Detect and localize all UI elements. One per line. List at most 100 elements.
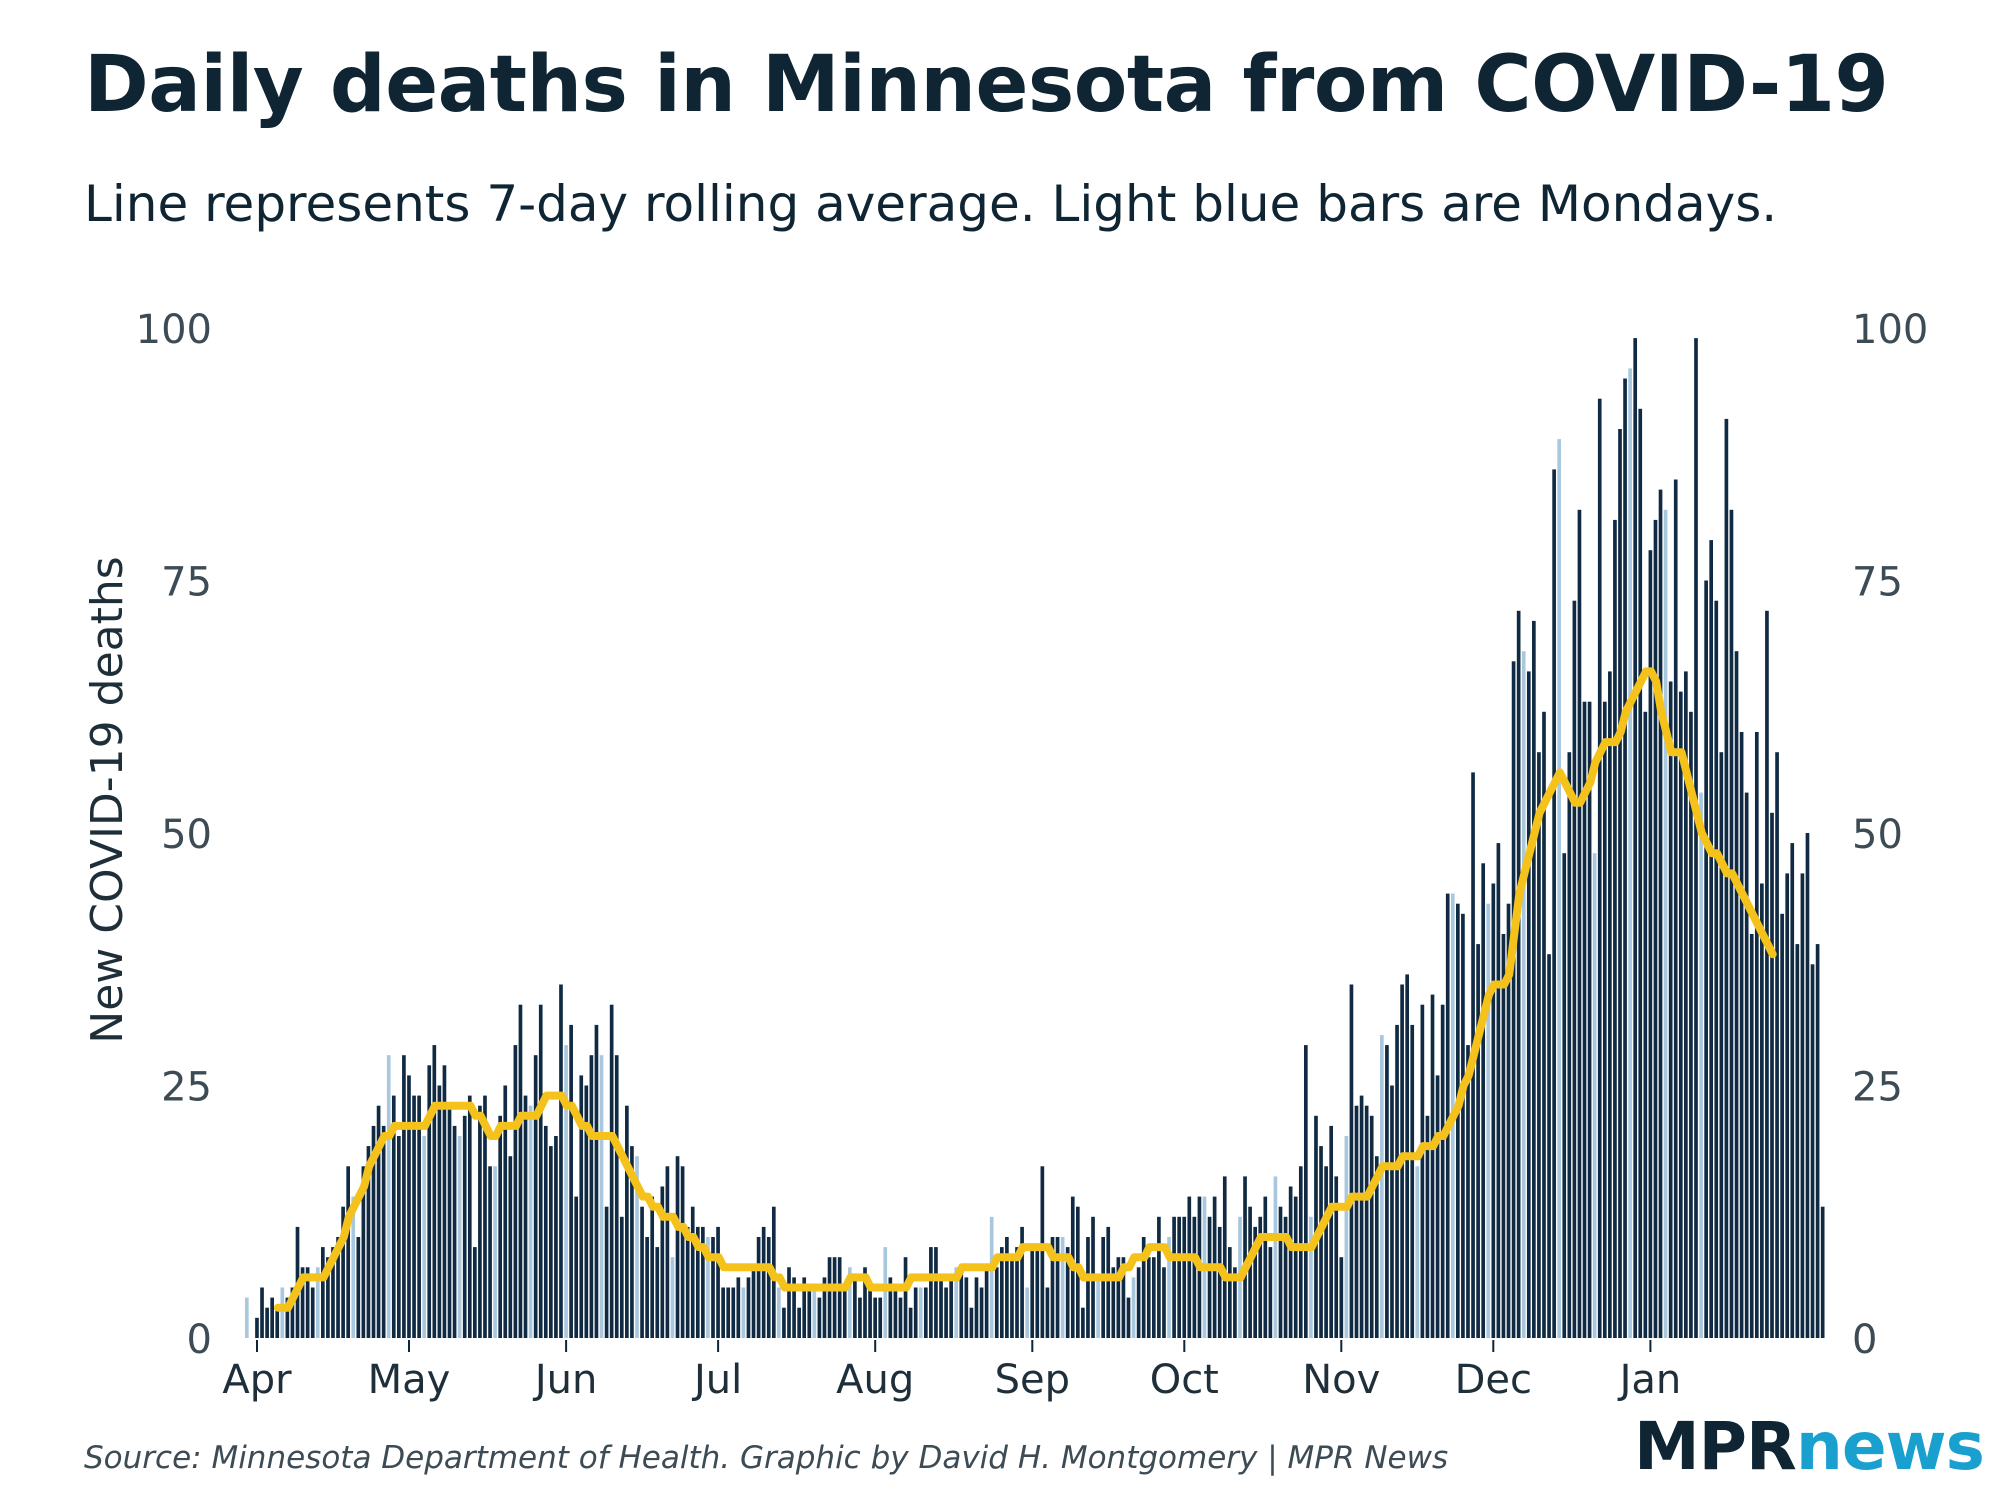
chart-subtitle: Line represents 7-day rolling average. L…: [84, 175, 1778, 233]
bar-daily: [832, 1257, 837, 1338]
y-tick-label-right: 50: [1852, 812, 1903, 858]
bar-daily: [331, 1247, 335, 1338]
bar-daily: [549, 1146, 553, 1338]
bar-monday: [812, 1287, 817, 1338]
bar-daily: [944, 1287, 948, 1338]
bar-daily: [1106, 1226, 1111, 1338]
bar-daily: [675, 1156, 680, 1338]
bar-daily: [1537, 752, 1541, 1338]
bar-daily: [483, 1095, 487, 1338]
bar-daily: [478, 1105, 482, 1338]
bar-daily: [1481, 863, 1486, 1338]
bar-daily: [1207, 1216, 1212, 1338]
bar-daily: [1572, 600, 1577, 1338]
bar-monday: [1592, 853, 1597, 1338]
bar-daily: [1005, 1237, 1009, 1338]
bar-daily: [1678, 691, 1683, 1338]
bar-daily: [645, 1237, 649, 1338]
bar-daily: [1374, 1156, 1379, 1338]
bar-daily: [1547, 954, 1551, 1338]
bar-daily: [1754, 732, 1759, 1338]
bar-daily: [1739, 732, 1744, 1338]
bar-daily: [797, 1307, 801, 1338]
bar-daily: [1648, 550, 1653, 1338]
bar-daily: [630, 1146, 634, 1338]
bar-daily: [984, 1267, 989, 1338]
bar-daily: [1684, 671, 1688, 1338]
bar-daily: [878, 1297, 883, 1338]
bar-monday: [493, 1166, 497, 1338]
bar-monday: [422, 1136, 427, 1338]
bar-daily: [1420, 1004, 1425, 1338]
bar-daily: [969, 1307, 974, 1338]
bar-monday: [245, 1297, 249, 1338]
bar-daily: [417, 1095, 421, 1338]
bar-daily: [1673, 479, 1678, 1338]
bar-daily: [376, 1105, 381, 1338]
bar-daily: [1354, 1105, 1359, 1338]
bar-daily: [1668, 681, 1673, 1338]
y-axis-title: New COVID-19 deaths: [82, 556, 133, 1043]
bar-monday: [670, 1257, 675, 1338]
bar-monday: [1699, 792, 1703, 1338]
bar-daily: [1390, 1085, 1394, 1338]
bar-daily: [1613, 519, 1617, 1338]
bar-daily: [868, 1287, 872, 1338]
bar-monday: [528, 1105, 533, 1338]
bar-daily: [893, 1287, 898, 1338]
bar-monday: [777, 1287, 781, 1338]
y-tick-label-left: 75: [161, 560, 212, 606]
bar-daily: [1157, 1216, 1161, 1338]
bar-daily: [1162, 1267, 1166, 1338]
bar-daily: [1258, 1216, 1263, 1338]
bar-daily: [792, 1277, 796, 1338]
bar-daily: [1694, 338, 1698, 1339]
bar-daily: [1795, 944, 1800, 1338]
right-y-axis: 0 25 50 75 100: [1852, 307, 1928, 1363]
bar-daily: [290, 1287, 295, 1338]
bar-daily: [1516, 610, 1521, 1338]
bar-daily: [873, 1297, 877, 1338]
bar-daily: [1050, 1237, 1055, 1338]
bar-daily: [594, 1024, 599, 1338]
bar-daily: [1324, 1166, 1328, 1338]
bar-daily: [1410, 1024, 1415, 1338]
bar-daily: [863, 1267, 867, 1338]
bar-daily: [397, 1136, 401, 1338]
bar-monday: [1025, 1287, 1029, 1338]
bar-monday: [1273, 1176, 1278, 1338]
bar-daily: [1086, 1237, 1090, 1338]
bar-daily: [903, 1257, 908, 1338]
bar-daily: [584, 1085, 589, 1338]
bar-daily: [1775, 752, 1779, 1338]
bar-daily: [721, 1287, 725, 1338]
bar-monday: [599, 1055, 604, 1338]
bar-daily: [1810, 964, 1815, 1338]
bar-daily: [1010, 1257, 1014, 1338]
bar-daily: [609, 1004, 614, 1338]
bar-daily: [939, 1277, 943, 1338]
bar-daily: [361, 1166, 366, 1338]
mpr-news-logo[interactable]: MPRnews: [1634, 1408, 1985, 1485]
bar-daily: [888, 1277, 893, 1338]
bar-daily: [1602, 701, 1607, 1338]
bar-daily: [1765, 610, 1769, 1338]
bar-daily: [1248, 1206, 1252, 1338]
bar-daily: [432, 1045, 437, 1338]
bar-daily: [1623, 378, 1627, 1338]
bar-daily: [1334, 1176, 1339, 1338]
bar-daily: [1552, 469, 1556, 1338]
x-axis: Apr May Jun Jul Aug Sep Oct Nov Dec Jan: [222, 1340, 1681, 1403]
bar-daily: [817, 1297, 822, 1338]
bar-daily: [1456, 903, 1460, 1338]
bar-daily: [1532, 620, 1536, 1338]
x-tick-label: Jun: [532, 1357, 598, 1403]
bar-monday: [989, 1216, 994, 1338]
bar-daily: [1121, 1257, 1126, 1338]
bar-daily: [1314, 1115, 1318, 1338]
bar-daily: [1349, 984, 1354, 1338]
x-tick-label: Nov: [1302, 1357, 1380, 1403]
bar-monday: [1380, 1035, 1384, 1338]
bar-daily: [1116, 1257, 1121, 1338]
bar-daily: [341, 1206, 345, 1338]
